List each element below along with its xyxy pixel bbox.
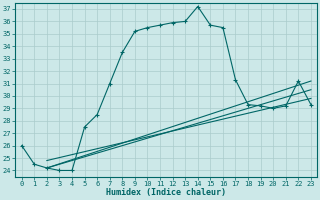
- X-axis label: Humidex (Indice chaleur): Humidex (Indice chaleur): [106, 188, 226, 197]
